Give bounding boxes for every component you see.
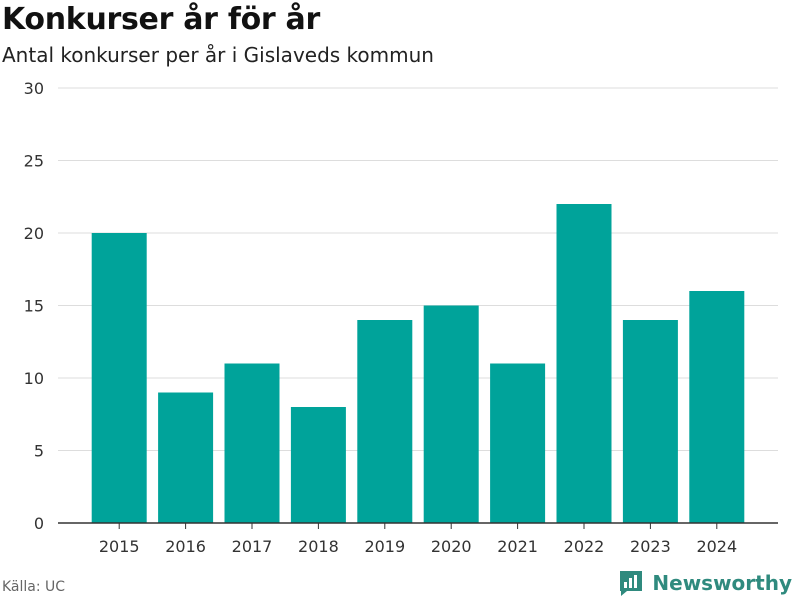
bar-2022 (556, 204, 612, 523)
x-tick-label: 2023 (630, 537, 671, 556)
source-note: Källa: UC (2, 579, 66, 595)
bar-2019 (357, 320, 413, 523)
x-tick-label: 2020 (431, 537, 472, 556)
x-tick-label: 2021 (497, 537, 538, 556)
y-tick-label: 15 (24, 297, 44, 316)
x-tick-label: 2022 (564, 537, 605, 556)
bar-2021 (490, 363, 546, 523)
chart-subtitle: Antal konkurser per år i Gislaveds kommu… (2, 43, 434, 67)
x-tick-label: 2015 (99, 537, 140, 556)
x-tick-label: 2018 (298, 537, 339, 556)
newsworthy-logo-icon (620, 571, 643, 596)
bar-2023 (622, 320, 678, 523)
brand-logo: Newsworthy (618, 568, 792, 598)
bar-2017 (224, 363, 280, 523)
brand-name: Newsworthy (652, 571, 792, 595)
y-tick-label: 10 (24, 369, 44, 388)
x-tick-label: 2016 (165, 537, 206, 556)
bar-2016 (158, 392, 214, 523)
y-tick-label: 20 (24, 224, 44, 243)
y-tick-labels: 0 5 10 15 20 25 30 (24, 79, 44, 533)
y-tick-label: 0 (34, 514, 44, 533)
x-tick-label: 2024 (696, 537, 737, 556)
bar-2020 (423, 305, 479, 523)
bar-2015 (91, 233, 147, 523)
x-tick-label: 2019 (364, 537, 405, 556)
x-tick-labels: 2015 2016 2017 2018 2019 2020 2021 2022 2023 2024 (99, 523, 737, 556)
bars (91, 204, 745, 523)
y-tick-label: 30 (24, 79, 44, 98)
bar-2024 (689, 291, 745, 523)
y-tick-label: 5 (34, 442, 44, 461)
chart-title: Konkurser år för år (2, 2, 320, 37)
x-tick-label: 2017 (232, 537, 273, 556)
y-tick-label: 25 (24, 152, 44, 171)
bar-2018 (290, 407, 346, 523)
